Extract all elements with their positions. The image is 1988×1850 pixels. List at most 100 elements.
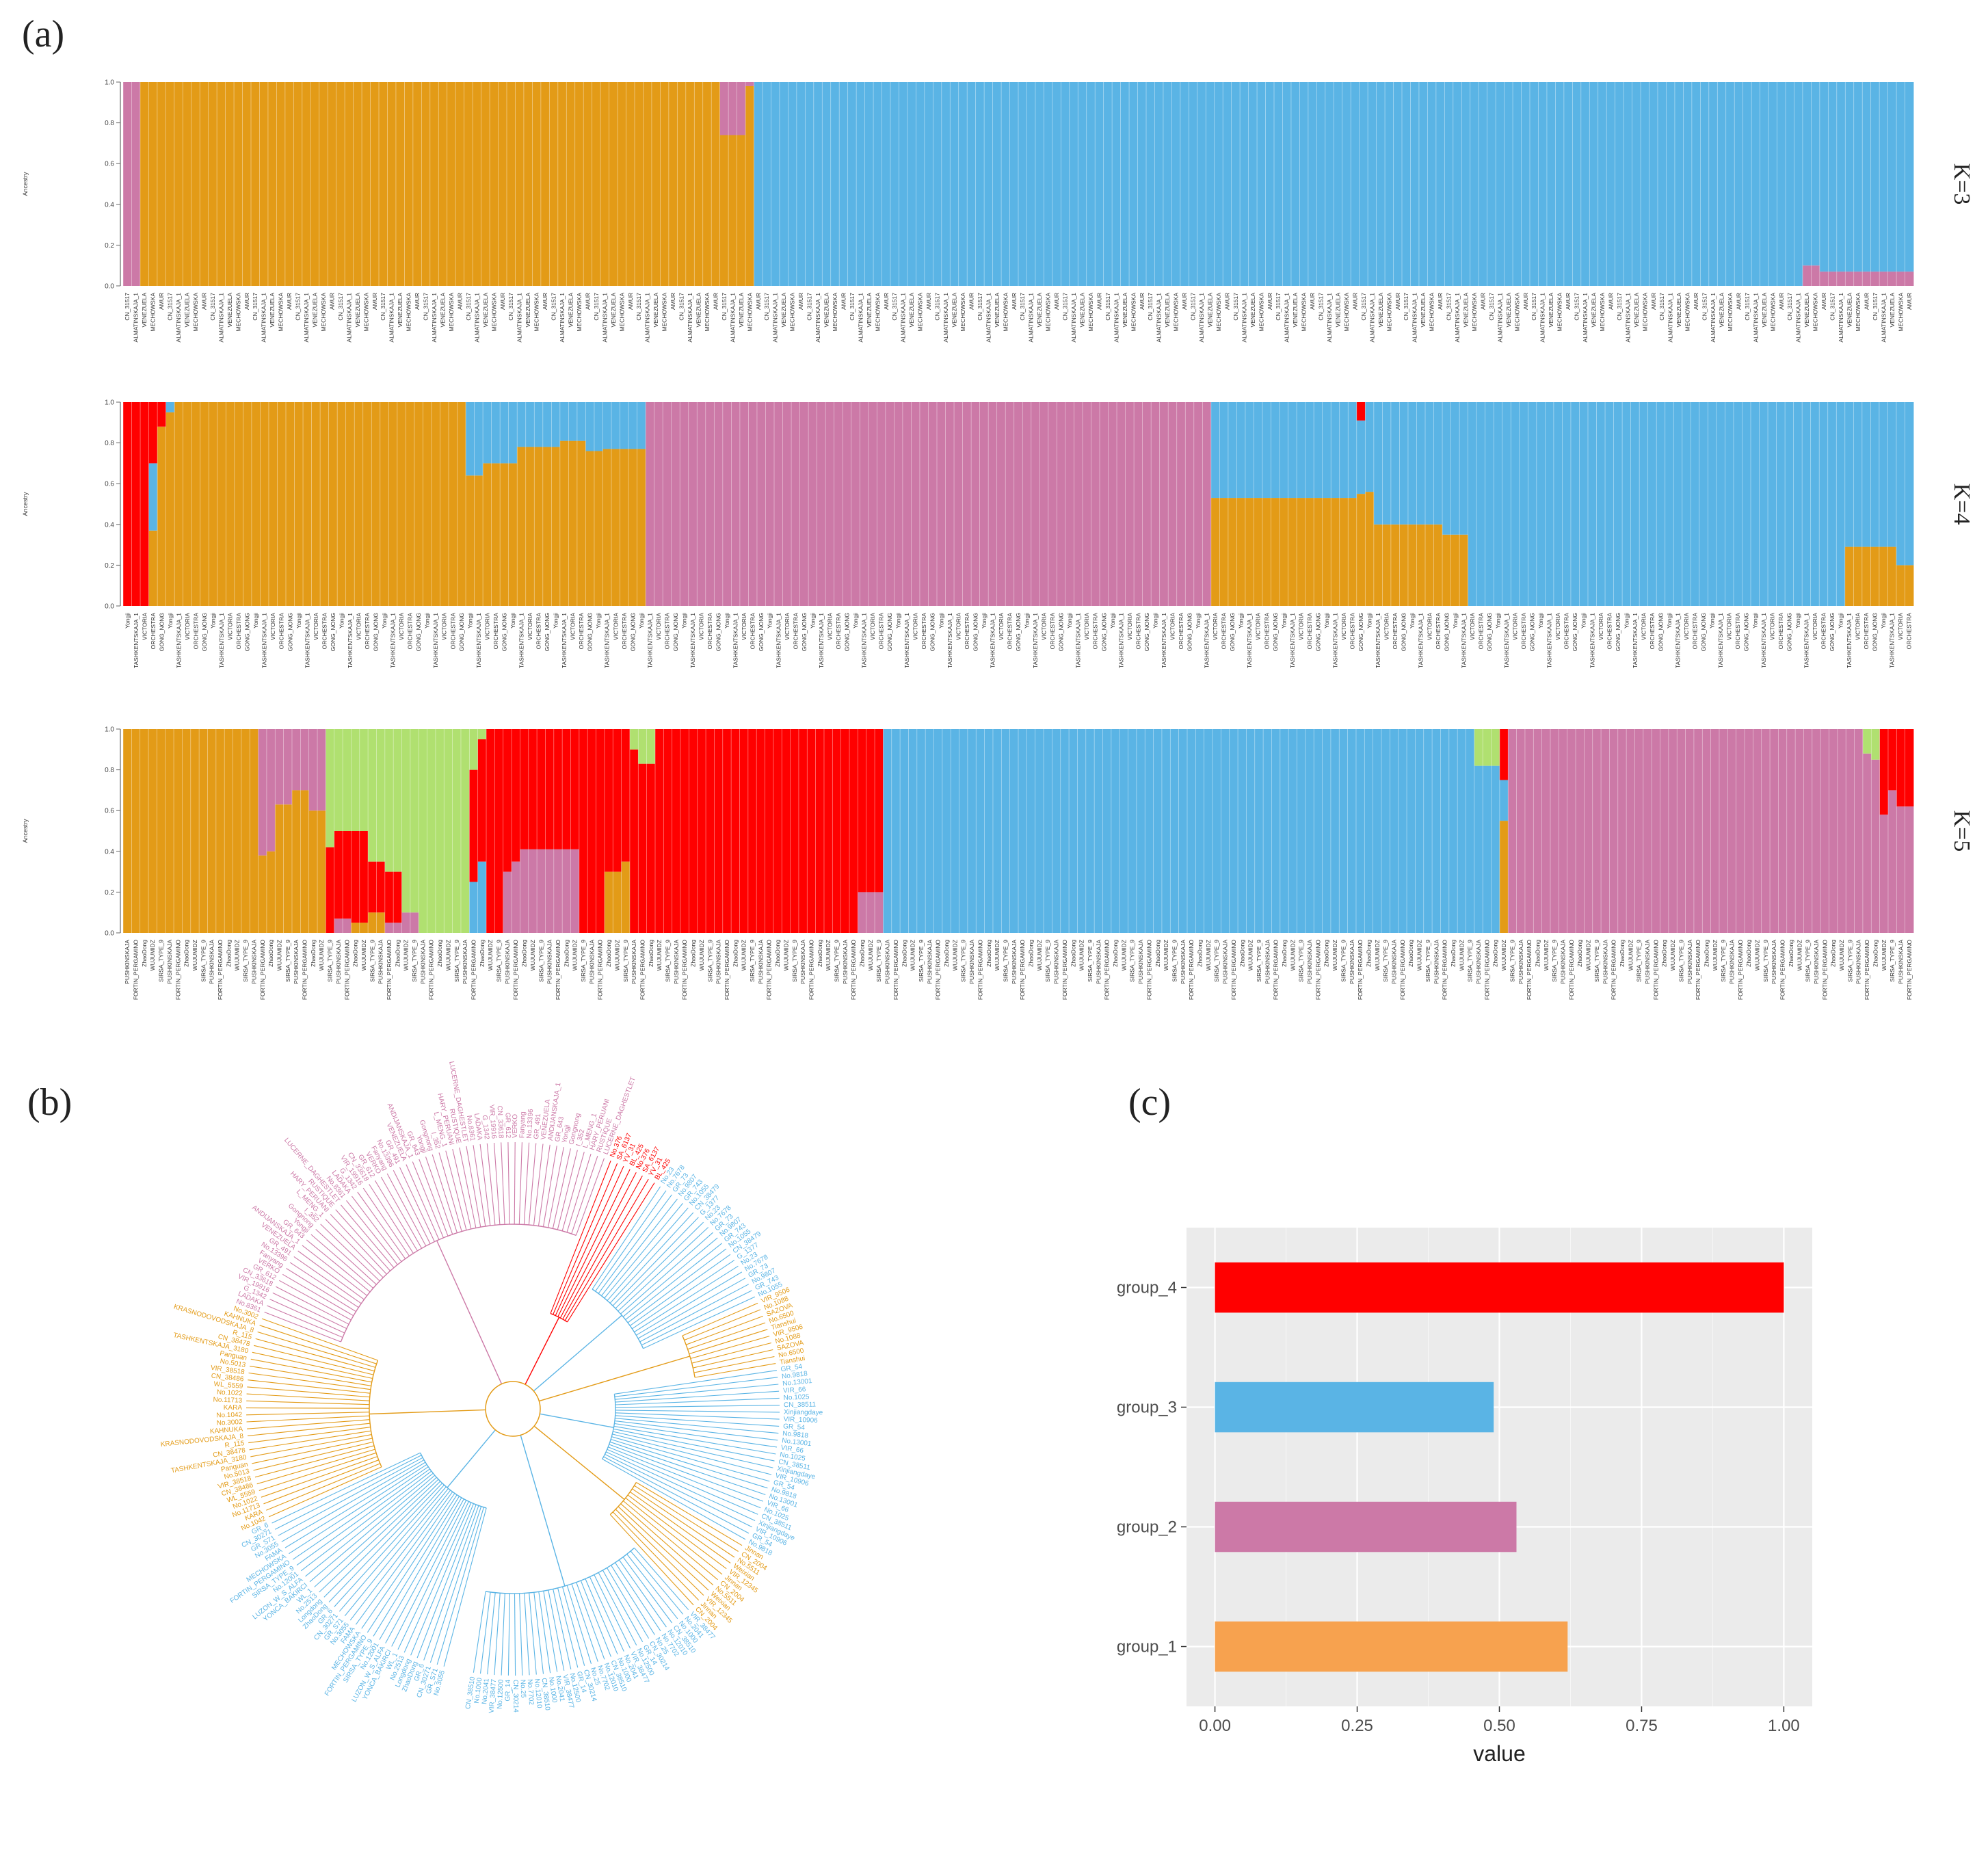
ancestry-segment-red [562, 729, 571, 849]
ancestry-segment-pink [1541, 729, 1551, 933]
ancestry-segment-orange [412, 82, 422, 286]
sample-label: MECHOWSKA [1641, 293, 1648, 332]
ancestry-segment-red [1356, 402, 1366, 421]
sample-label: VICTORIA [527, 613, 533, 640]
tip-label: Fanyang [518, 1111, 527, 1138]
sample-label: AMUR [456, 293, 463, 310]
tip-label: CN_30214 [512, 1680, 519, 1713]
ancestry-segment-orange [498, 82, 507, 286]
ancestry-segment-orange [491, 463, 501, 606]
ancestry-segment-blue [992, 729, 1002, 933]
sample-label: ALMATINSKAJA_1 [261, 293, 267, 343]
tree-branch [310, 1234, 374, 1289]
sample-label: MECHOWSKA [1343, 293, 1350, 332]
sample-label: Yongji [252, 613, 259, 629]
sample-label: WUJUMIDZ [1838, 940, 1845, 970]
sample-label: ALMATINSKAJA_1 [473, 293, 480, 343]
ancestry-segment-pink [1626, 729, 1635, 933]
tree-branch [328, 1483, 442, 1602]
sample-label: PUSHKINSKAJA [926, 940, 933, 984]
tree-branch [379, 1497, 462, 1640]
ancestry-segment-orange [1896, 565, 1905, 606]
sample-label: FORTIN_PERGAMINO [766, 940, 773, 1001]
y-tick-label: 0.4 [105, 848, 114, 856]
sample-label: CN_31517 [209, 293, 216, 321]
ancestry-segment-pink [705, 402, 715, 606]
ancestry-segment-orange [242, 82, 252, 286]
ancestry-segment-blue [1570, 402, 1580, 606]
ancestry-segment-green [334, 729, 343, 831]
sample-label: GONG_NONG [1357, 613, 1364, 651]
ancestry-segment-orange [455, 82, 465, 286]
sample-label: VICTORIA [1383, 613, 1390, 640]
tree-branch [566, 1153, 592, 1232]
tree-branch [615, 1418, 779, 1434]
tree-branch [323, 1481, 441, 1598]
ancestry-segment-blue [1466, 729, 1475, 933]
ancestry-segment-blue [1035, 729, 1044, 933]
tree-branch [514, 1593, 516, 1676]
tree-branch [622, 1501, 718, 1581]
sample-label: VICTORIA [912, 613, 919, 640]
tree-branch [613, 1425, 776, 1455]
ancestry-segment-blue [1641, 82, 1649, 286]
sample-label: AMUR [1778, 293, 1785, 310]
sample-label: ZhaoDong [605, 940, 612, 967]
ancestry-segment-red [477, 739, 487, 862]
tip-label: No.9818 [782, 1430, 809, 1440]
sample-label: SIRSA_TYPE_9 [242, 940, 249, 982]
ancestry-segment-red [697, 729, 706, 933]
ancestry-segment-blue [1432, 729, 1441, 933]
ancestry-segment-blue [1376, 82, 1386, 286]
sample-label: Yongji [1452, 613, 1459, 629]
ancestry-segment-orange [183, 82, 192, 286]
ancestry-segment-green [376, 729, 386, 862]
tip-label: No.11713 [213, 1396, 242, 1404]
ancestry-segment-pink [714, 402, 724, 606]
ancestry-segment-blue [1896, 402, 1905, 566]
sample-label: GONG_NONG [1143, 613, 1150, 651]
sample-label: ORCHESTRA [1863, 613, 1870, 650]
sample-label: FORTIN_PERGAMINO [892, 940, 899, 1001]
ancestry-segment-blue [1623, 82, 1632, 286]
ancestry-segment-green [469, 729, 479, 770]
ancestry-segment-orange [711, 82, 721, 286]
sample-label: Yongji [1623, 613, 1630, 629]
ancestry-segment-orange [525, 447, 535, 606]
ancestry-segment-blue [1862, 82, 1872, 272]
tip-label: Xinjiangdaye [784, 1409, 823, 1417]
ancestry-segment-blue [1786, 82, 1794, 286]
ancestry-segment-orange [677, 82, 687, 286]
tree-branch [432, 1154, 458, 1233]
y-tick-label: 0.4 [105, 521, 114, 529]
sample-label: ZhaoDong [1661, 940, 1668, 967]
ancestry-segment-blue [1069, 729, 1078, 933]
ancestry-segment-pink [1871, 759, 1880, 933]
tree-branch [561, 1152, 585, 1231]
sample-label: ALMATINSKAJA_1 [133, 293, 140, 343]
ancestry-segment-pink [562, 849, 571, 933]
ancestry-segment-blue [1137, 82, 1147, 286]
sample-label: FORTIN_PERGAMINO [597, 940, 604, 1001]
ancestry-segment-blue [1245, 402, 1254, 499]
sample-label: CN_31517 [1318, 293, 1325, 321]
ancestry-segment-orange [217, 82, 226, 286]
ancestry-segment-blue [1683, 82, 1693, 286]
tree-branch [687, 1322, 766, 1350]
ancestry-segment-orange [483, 463, 492, 606]
ancestry-segment-blue [1658, 82, 1667, 286]
sample-label: Yongji [1238, 613, 1245, 629]
ancestry-segment-blue [1700, 82, 1710, 286]
sample-label: PUSHKINSKAJA [799, 940, 806, 984]
y-tick-label: 0.0 [105, 283, 114, 291]
sample-label: FORTIN_PERGAMINO [1188, 940, 1195, 1001]
sample-label: WUJUMIDZ [1120, 940, 1127, 970]
sample-label: CN_31517 [934, 293, 941, 321]
ancestry-segment-blue [1248, 82, 1258, 286]
sample-label: TASHKENTSKAJA_1 [218, 613, 225, 668]
sample-label: MECHOWSKA [959, 293, 966, 332]
sample-label: VICTORIA [1126, 613, 1133, 640]
ancestry-segment-orange [388, 402, 398, 606]
tree-branch [641, 1290, 752, 1346]
ancestry-segment-red [714, 729, 724, 933]
